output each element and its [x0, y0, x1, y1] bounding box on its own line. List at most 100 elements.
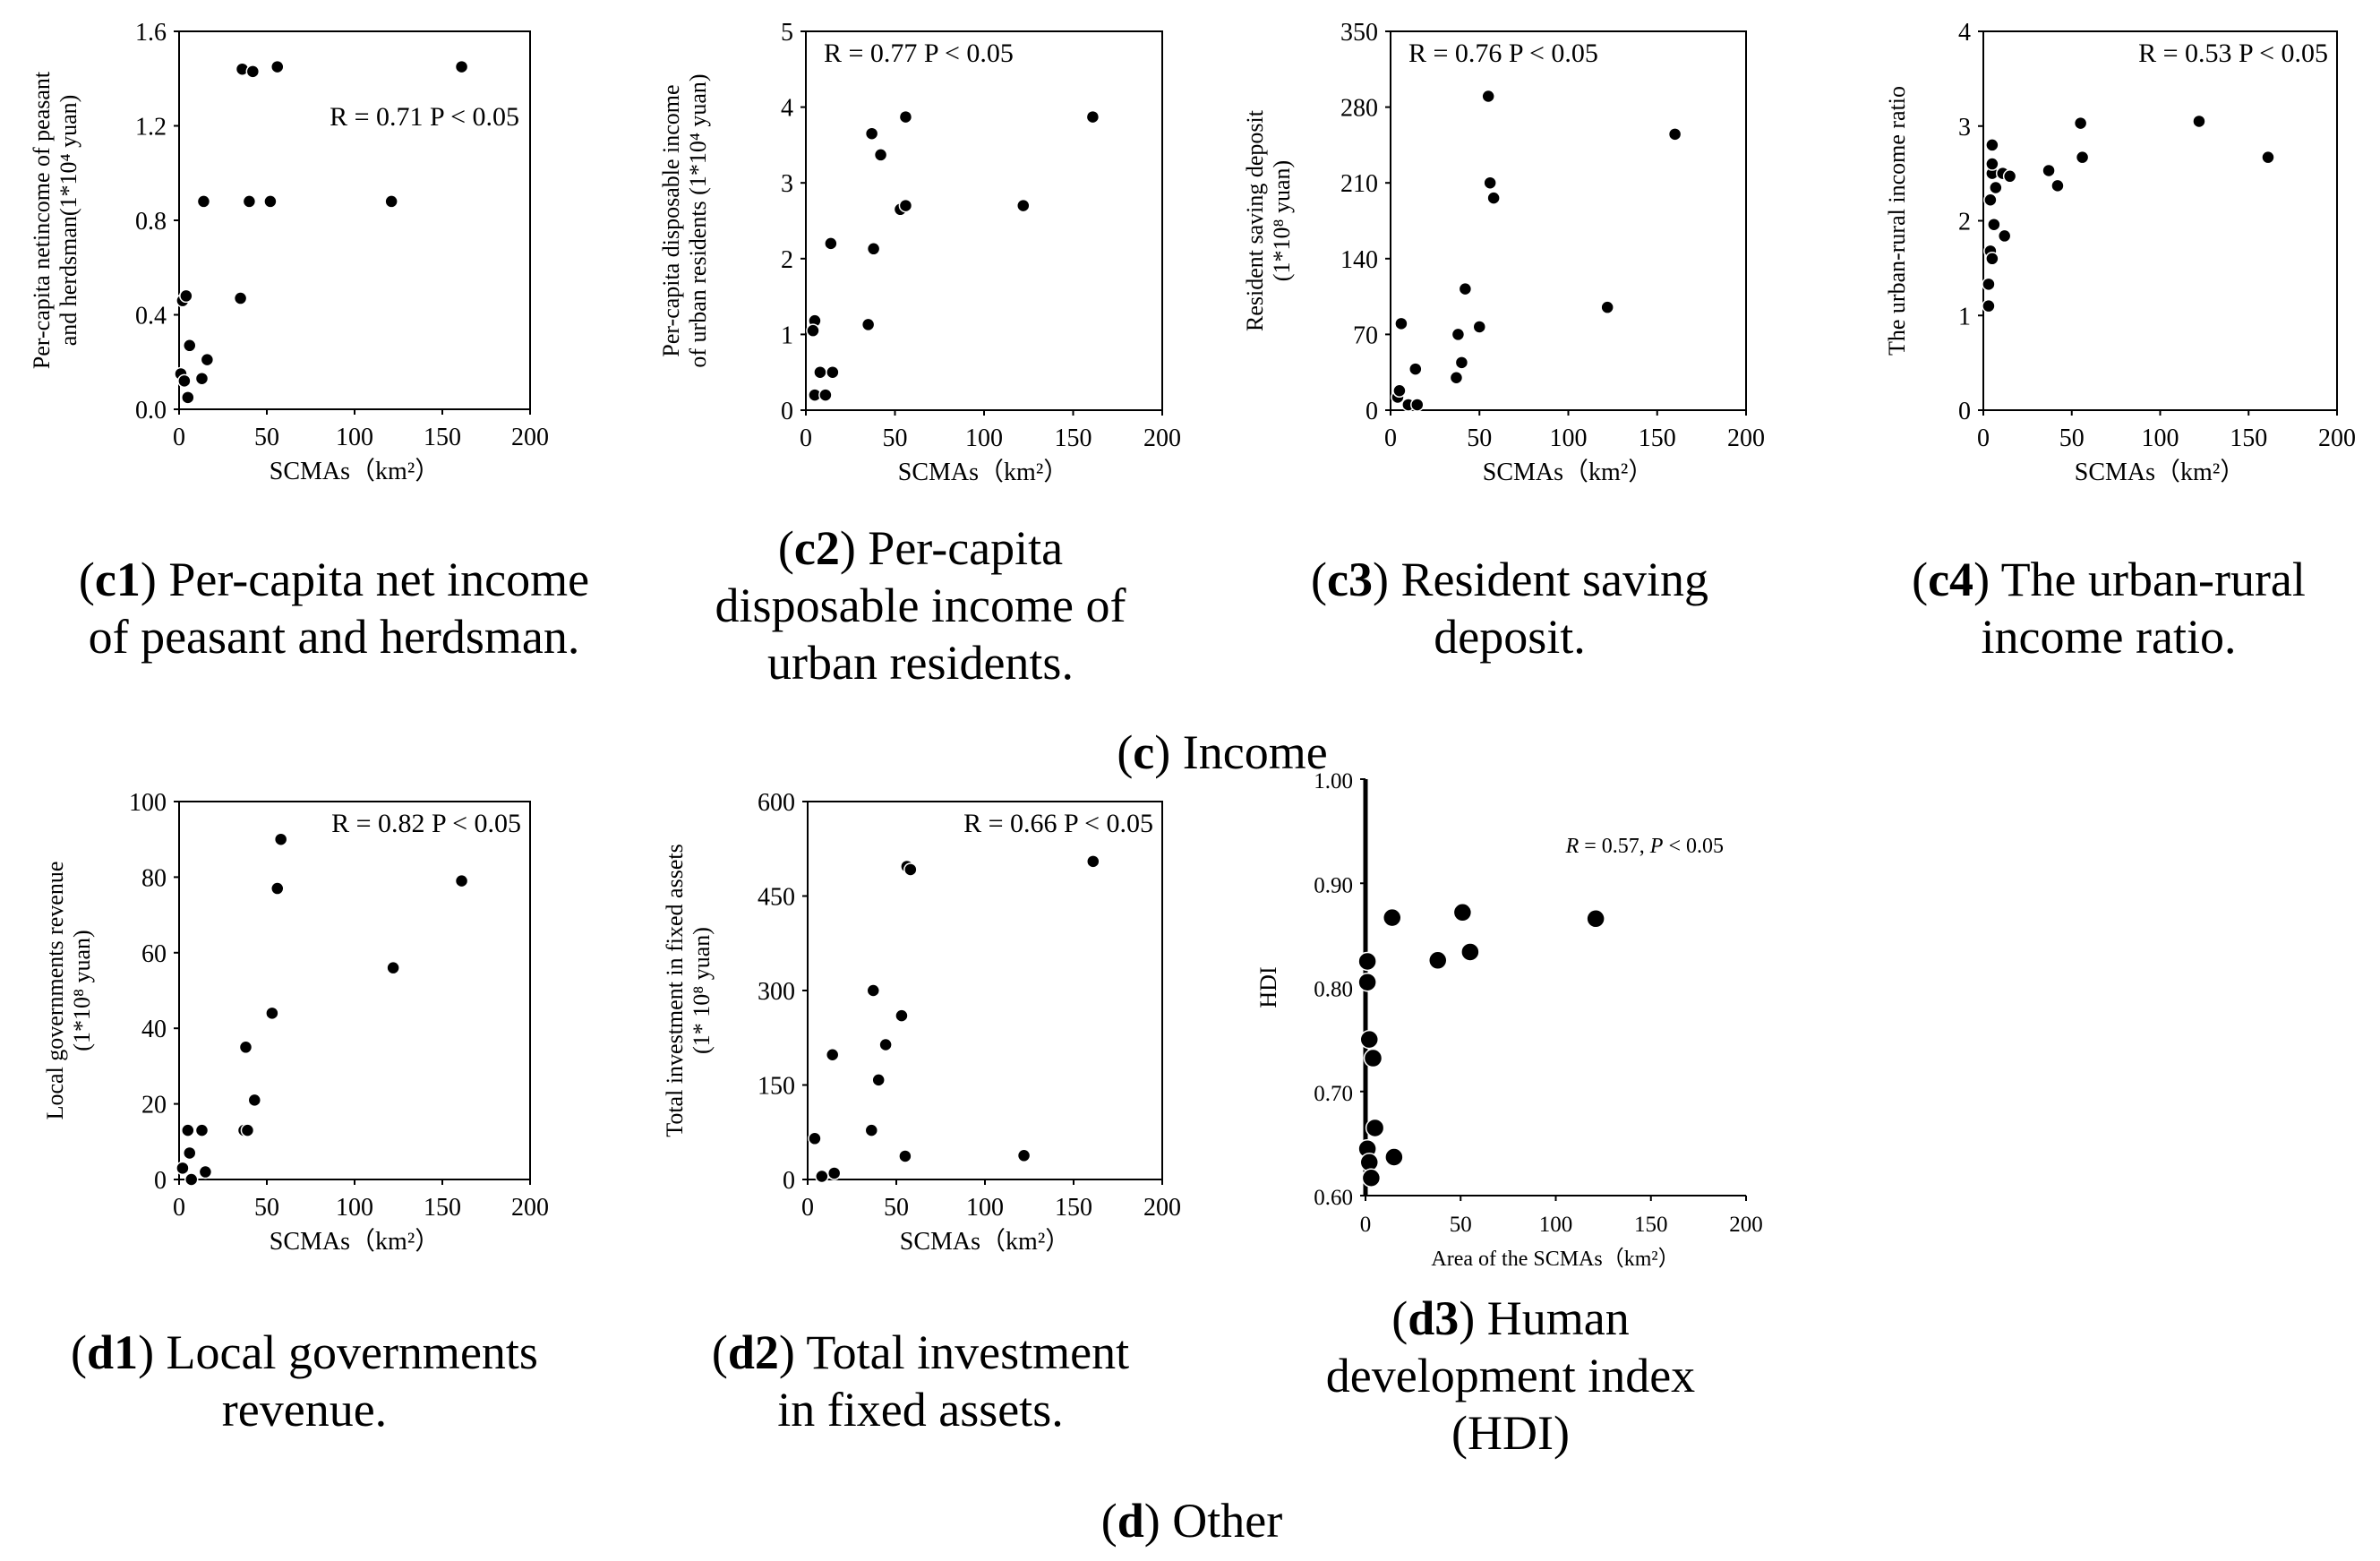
caption-line: urban residents.: [767, 636, 1074, 690]
caption-line: in fixed assets.: [777, 1383, 1064, 1437]
x-tick-label: 100: [965, 425, 1003, 452]
plot-frame: [178, 30, 531, 410]
y-tick-label: 4: [781, 95, 793, 123]
x-tick-label: 0: [800, 425, 812, 452]
data-point: [2073, 116, 2088, 131]
y-tick-label: 0.70: [1314, 1082, 1353, 1106]
data-point: [1983, 193, 1998, 207]
data-point: [2192, 114, 2206, 129]
caption-line: (c3) Resident saving: [1311, 553, 1708, 606]
y-axis-label-unit: (1* 10⁸ yuan): [689, 927, 715, 1054]
y-axis-label: Per-capita disposable income: [658, 84, 684, 356]
plot-frame: [805, 30, 1163, 411]
data-point: [1667, 127, 1682, 142]
data-point: [864, 1123, 879, 1137]
annotation-r-p: R = 0.77 P < 0.05: [824, 39, 1014, 68]
y-tick-label: 0.0: [135, 397, 167, 425]
plot-frame: [178, 801, 531, 1180]
x-tick-label: 150: [1639, 425, 1676, 452]
y-tick-label: 3: [781, 170, 793, 198]
caption-text: ) Human: [1459, 1291, 1630, 1345]
data-point: [1987, 217, 2001, 232]
x-tick-label: 0: [801, 1194, 814, 1222]
data-point: [1454, 356, 1469, 370]
x-tick-label: 200: [1143, 1194, 1181, 1222]
y-tick-label: 5: [781, 19, 793, 47]
caption-text: ) The urban-rural: [1973, 553, 2306, 606]
data-point: [181, 390, 195, 405]
x-tick-label: 50: [884, 1194, 909, 1222]
data-point: [1384, 1147, 1404, 1167]
y-tick-label: 0: [783, 1167, 795, 1195]
data-point: [1361, 1168, 1382, 1188]
x-tick-label: 100: [966, 1194, 1004, 1222]
data-point: [2042, 163, 2056, 178]
group-caption-other: (d) Other: [1100, 1494, 1283, 1548]
chart-d2: 0 150 300 450 600 0 50 100 150 200 SCMAs（km²） Total…: [662, 789, 1181, 1256]
data-point: [860, 317, 876, 332]
data-point: [194, 371, 210, 386]
data-point: [878, 1037, 893, 1052]
data-point: [1428, 950, 1448, 971]
data-point: [179, 288, 193, 304]
data-point: [1392, 383, 1407, 398]
x-tick-label: 50: [883, 425, 908, 452]
x-tick-label: 100: [336, 424, 373, 451]
data-point: [824, 236, 838, 251]
data-point: [198, 1164, 213, 1179]
data-point: [1359, 1029, 1379, 1050]
caption-line: (c4) The urban-rural: [1912, 553, 2306, 606]
y-tick-label: 3: [1958, 114, 1971, 142]
x-tick-label: 150: [1634, 1213, 1668, 1237]
data-point: [386, 960, 400, 975]
y-tick-label: 70: [1353, 322, 1378, 349]
y-tick-label: 20: [141, 1092, 167, 1119]
x-tick-label: 200: [511, 1194, 549, 1222]
data-point: [898, 1149, 912, 1163]
data-point: [181, 1123, 195, 1137]
data-point: [384, 194, 398, 209]
data-point: [1586, 909, 1605, 929]
caption-letter: c4: [1928, 553, 1974, 606]
data-point: [866, 242, 881, 256]
caption-line: (HDI): [1451, 1406, 1570, 1460]
data-point: [1472, 320, 1486, 334]
x-tick-label: 150: [1055, 1194, 1092, 1222]
data-point: [1458, 281, 1473, 296]
data-point: [813, 365, 827, 380]
data-point: [873, 148, 888, 162]
caption-c4: (c4) The urban-rural income ratio.: [1858, 551, 2359, 665]
annotation-r-p: R = 0.53 P < 0.05: [2138, 39, 2328, 68]
y-tick-label: 1.2: [135, 114, 167, 142]
y-tick-label: 150: [758, 1073, 795, 1101]
chart-c4: 0 1 2 3 4 0 50 100 150 200 SCMAs（km²） The urban-rur…: [1884, 19, 2356, 486]
x-tick-label: 200: [1727, 425, 1765, 452]
y-tick-label: 4: [1958, 19, 1971, 47]
data-point: [240, 1123, 255, 1137]
data-point: [2075, 150, 2090, 165]
data-point: [1985, 157, 1999, 171]
x-tick-label: 200: [2318, 425, 2356, 452]
x-tick-label: 200: [1729, 1213, 1763, 1237]
caption-line: of peasant and herdsman.: [88, 610, 580, 664]
chart-d1: 0 20 40 60 80 100 0 50 100 150 200 SCMAs（km²） Local …: [42, 789, 549, 1256]
data-point: [1481, 89, 1495, 104]
data-point: [242, 194, 257, 209]
data-point: [1483, 176, 1497, 190]
data-point: [1997, 228, 2012, 244]
annotation-r-p: R = 0.71 P < 0.05: [330, 102, 519, 132]
caption-text: ) Resident saving: [1373, 553, 1708, 606]
y-tick-label: 80: [141, 864, 167, 892]
annotation-r-p: R = 0.76 P < 0.05: [1408, 39, 1598, 68]
caption-text: ) Local governments: [138, 1325, 538, 1379]
y-axis-label-unit: (1*10⁸ yuan): [1269, 160, 1295, 281]
data-point: [866, 983, 881, 998]
data-point: [194, 1123, 210, 1137]
y-tick-label: 0: [1366, 398, 1378, 425]
data-point: [273, 832, 288, 846]
x-tick-label: 100: [2142, 425, 2179, 452]
y-tick-label: 210: [1340, 170, 1378, 198]
annotation-p-value: < 0.05: [1663, 835, 1724, 858]
x-tick-label: 50: [254, 1194, 279, 1222]
